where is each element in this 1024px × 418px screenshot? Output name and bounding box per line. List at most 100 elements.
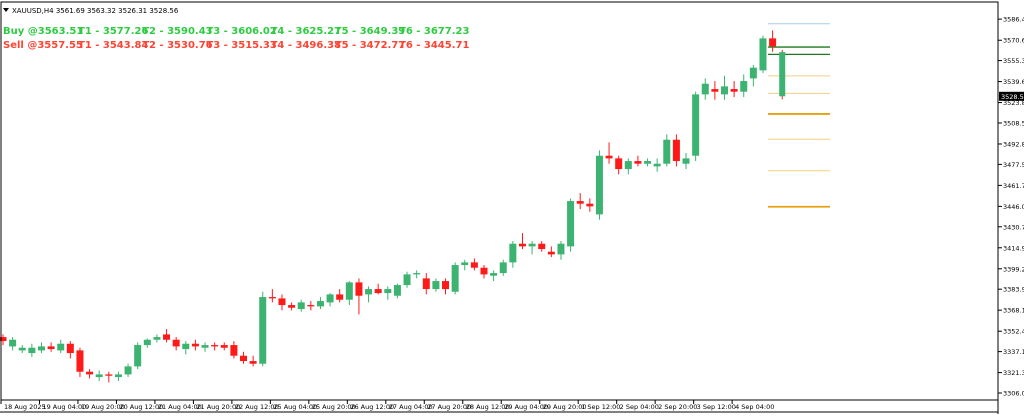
x-tick-label: 2 Sep 04:00	[620, 403, 659, 411]
y-tick-label: 3570.60	[1003, 37, 1024, 45]
x-tick-label: 3 Sep 12:00	[697, 403, 736, 411]
candle-body	[644, 161, 652, 164]
candle-body	[740, 81, 748, 92]
candle-body	[586, 203, 594, 207]
y-tick-label: 3306.05	[1003, 390, 1024, 398]
buy-target-label: T4 - 3625.27	[271, 26, 341, 37]
x-tick-label: 19 Aug 04:00	[42, 403, 86, 411]
x-tick-label: 29 Aug 20:00	[543, 403, 587, 411]
candle-body	[355, 282, 363, 296]
x-tick-label: 1 Sep 12:00	[581, 403, 620, 411]
x-tick-label: 27 Aug 04:00	[389, 403, 433, 411]
candle-body	[316, 301, 324, 307]
candle-body	[605, 155, 613, 159]
candle-body	[28, 347, 36, 354]
x-tick-label: 25 Aug 04:00	[273, 403, 317, 411]
x-tick-label: 29 Aug 04:00	[504, 403, 548, 411]
candle-body	[470, 262, 478, 268]
candle-body	[413, 273, 421, 275]
current-price-label: 3528.56	[1001, 93, 1024, 101]
candle-body	[297, 302, 305, 310]
candle-body	[518, 243, 526, 247]
y-tick-label: 3414.95	[1003, 244, 1024, 252]
y-tick-label: 3446.00	[1003, 203, 1024, 211]
candle-body	[442, 281, 450, 290]
sell-target-label: T2 - 3530.76	[142, 40, 212, 51]
buy-entry-label: Buy @3563.51	[3, 26, 83, 37]
y-tick-label: 3492.80	[1003, 140, 1024, 148]
candle-body	[278, 298, 286, 306]
y-tick-label: 3523.85	[1003, 99, 1024, 107]
candle-body	[384, 289, 392, 294]
candle-body	[182, 343, 190, 350]
candle-body	[595, 155, 603, 215]
levels-layer	[768, 23, 830, 208]
candle-body	[191, 343, 199, 347]
candle-body	[105, 374, 113, 376]
candle-body	[336, 294, 344, 300]
x-tick-label: 21 Aug 04:00	[158, 403, 202, 411]
candle-body	[451, 265, 459, 292]
candle-body	[711, 89, 719, 92]
candle-body	[114, 374, 122, 378]
x-tick-label: 18 Aug 2025	[4, 403, 46, 411]
candle-body	[393, 285, 401, 296]
candle-body	[779, 52, 786, 97]
candle-body	[701, 83, 709, 95]
candle-body	[749, 67, 757, 79]
candle-body	[490, 273, 498, 276]
candle-body	[499, 262, 507, 274]
buy-target-label: T2 - 3590.43	[142, 26, 212, 37]
candle-body	[615, 158, 623, 170]
candle-body	[18, 347, 26, 351]
sell-target-label: T4 - 3496.38	[271, 40, 341, 51]
sell-entry-label: Sell @3557.55	[3, 40, 83, 51]
candle-body	[220, 345, 228, 348]
x-tick-label: 26 Aug 12:00	[350, 403, 394, 411]
chevron-down-icon[interactable]	[3, 8, 9, 12]
candle-body	[249, 361, 257, 364]
candle-body	[730, 89, 738, 92]
y-tick-label: 3399.20	[1003, 265, 1024, 273]
y-tick-label: 3461.75	[1003, 182, 1024, 190]
x-tick-label: 2 Sep 20:00	[658, 403, 697, 411]
buy-target-label: T1 - 3577.26	[78, 26, 148, 37]
candle-body	[268, 297, 276, 299]
candle-body	[653, 163, 661, 167]
y-tick-label: 3430.70	[1003, 223, 1024, 231]
candle-body	[672, 139, 680, 162]
candle-body	[480, 267, 488, 275]
candle-body	[326, 294, 334, 303]
x-tick-label: 20 Aug 12:00	[119, 403, 163, 411]
y-tick-label: 3337.10	[1003, 348, 1024, 356]
y-tick-label: 3383.90	[1003, 286, 1024, 294]
candle-body	[9, 339, 17, 347]
sell-target-label: T1 - 3543.84	[78, 40, 148, 51]
candle-body	[634, 161, 642, 164]
candle-body	[57, 343, 65, 351]
candle-body	[47, 346, 55, 350]
candle-body	[134, 345, 142, 367]
x-tick-label: 28 Aug 12:00	[466, 403, 510, 411]
candle-body	[769, 38, 777, 47]
candle-body	[422, 278, 430, 290]
candle-body	[86, 371, 94, 375]
x-tick-label: 25 Aug 20:00	[312, 403, 356, 411]
buy-target-label: T6 - 3677.23	[399, 26, 469, 37]
candle-body	[37, 346, 45, 351]
candle-body	[345, 282, 353, 300]
x-tick-label: 4 Sep 04:00	[735, 403, 774, 411]
candle-body	[567, 201, 575, 247]
candle-body	[76, 350, 84, 372]
candle-body	[538, 243, 546, 250]
candle-body	[211, 345, 219, 347]
candle-body	[153, 337, 161, 340]
candle-body	[528, 243, 536, 247]
x-tick-label: 22 Aug 12:00	[235, 403, 279, 411]
candle-body	[259, 297, 267, 364]
candle-body	[201, 345, 209, 348]
y-tick-label: 3539.60	[1003, 78, 1024, 86]
